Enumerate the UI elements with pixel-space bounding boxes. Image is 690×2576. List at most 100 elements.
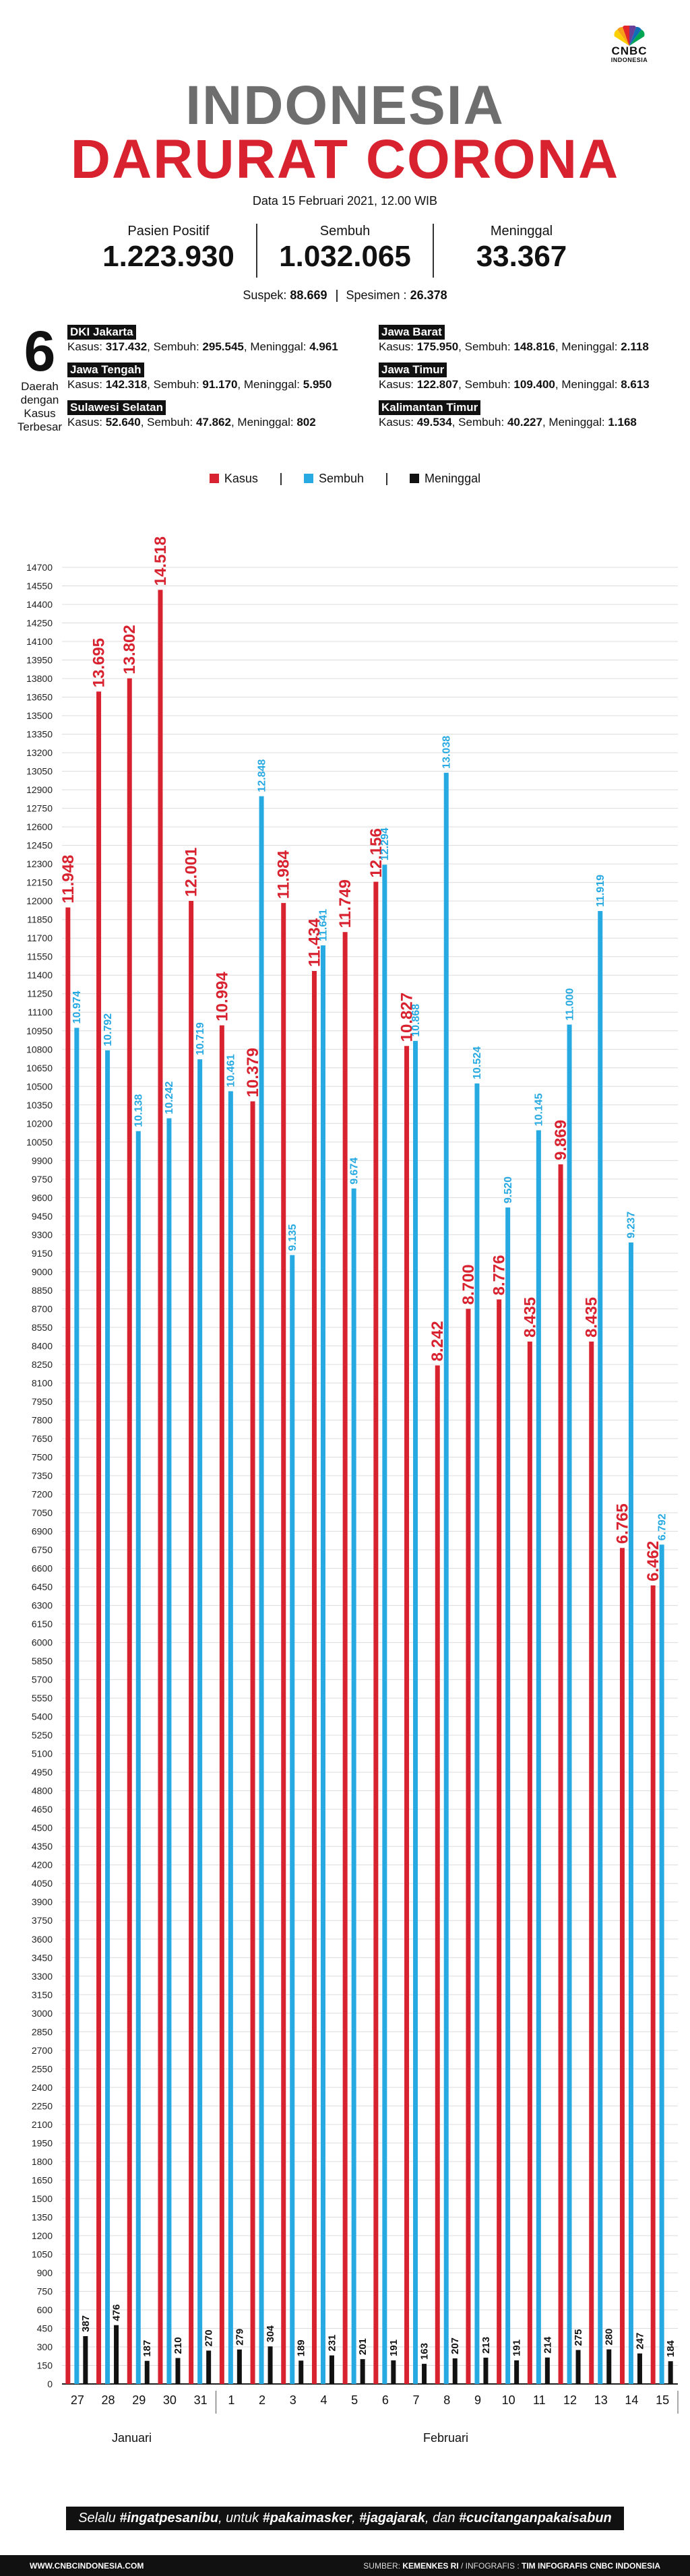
data-label-meninggal: 247 [634, 2333, 646, 2350]
bar-meninggal [299, 2360, 304, 2384]
bar-kasus [435, 1365, 440, 2384]
y-tick-label: 11850 [27, 914, 53, 925]
suspek-spesimen: Suspek: 88.669 Spesimen : 26.378 [0, 288, 690, 303]
data-label-kasus: 9.869 [552, 1120, 570, 1160]
tagline-hashtag-1: #ingatpesanibu [119, 2511, 219, 2525]
y-tick-label: 4500 [32, 1823, 53, 1833]
bar-kasus [219, 1025, 224, 2384]
data-label-meninggal: 387 [80, 2315, 92, 2332]
bar-kasus [127, 678, 132, 2385]
bar-kasus [96, 691, 102, 2384]
source-label: SUMBER: [363, 2561, 403, 2571]
divider [336, 290, 338, 303]
bar-kasus [65, 907, 71, 2384]
data-label-sembuh: 13.038 [441, 736, 453, 769]
bar-sembuh [197, 1059, 203, 2384]
website-link[interactable]: WWW.CNBCINDONESIA.COM [30, 2561, 144, 2571]
legend-kasus-swatch [209, 474, 219, 483]
y-tick-label: 10500 [26, 1081, 53, 1092]
y-tick-label: 1800 [32, 2156, 53, 2167]
y-tick-label: 150 [37, 2360, 53, 2370]
y-tick-label: 3900 [32, 1897, 53, 1908]
region-kasus-value: 49.534 [416, 416, 452, 429]
data-label-sembuh: 12.294 [379, 827, 391, 860]
region-kasus-value: 122.807 [416, 378, 459, 391]
bar-kasus [373, 881, 379, 2384]
bar-sembuh [382, 865, 387, 2384]
y-tick-label: 6450 [32, 1581, 53, 1592]
region-sembuh-value: 47.862 [195, 416, 231, 429]
data-label-meninggal: 279 [234, 2329, 245, 2346]
y-tick-label: 8700 [32, 1303, 53, 1314]
bar-kasus [189, 901, 194, 2384]
x-tick-label: 28 [102, 2393, 115, 2407]
y-tick-label: 5400 [32, 1711, 53, 1722]
y-tick-label: 7800 [32, 1414, 53, 1425]
date-label: Data 15 Februari 2021, 12.00 WIB [252, 194, 438, 208]
tagline-hashtag-2: #pakaimasker [262, 2511, 352, 2525]
stat-sembuh: Sembuh 1.032.065 [256, 224, 433, 278]
y-tick-label: 1950 [32, 2137, 53, 2148]
stat-sembuh-label: Sembuh [319, 224, 371, 239]
tagline-mid-2: , [352, 2511, 360, 2525]
region-meninggal-value: 802 [296, 416, 316, 429]
y-tick-label: 12300 [26, 858, 53, 869]
bar-meninggal [668, 2361, 673, 2384]
y-tick-label: 10050 [26, 1137, 53, 1148]
legend-kasus-label: Kasus [224, 472, 258, 485]
data-label-sembuh: 9.237 [626, 1212, 637, 1238]
bar-meninggal [452, 2358, 458, 2384]
bar-kasus [650, 1585, 656, 2384]
data-label-kasus: 11.948 [59, 855, 77, 904]
bar-sembuh [166, 1118, 172, 2384]
summary-stats: Pasien Positif 1.223.930 Sembuh 1.032.06… [81, 224, 609, 278]
y-tick-label: 2700 [32, 2045, 53, 2056]
stat-meninggal-label: Meninggal [490, 224, 553, 239]
y-tick-label: 2100 [32, 2119, 53, 2130]
data-label-meninggal: 207 [449, 2337, 461, 2354]
y-tick-label: 4200 [32, 1860, 53, 1871]
stat-sembuh-value: 1.032.065 [279, 240, 411, 273]
tagline-mid-3: , dan [425, 2511, 460, 2525]
bar-kasus [158, 590, 163, 2385]
region-sembuh-value: 91.170 [202, 378, 238, 391]
bar-sembuh [567, 1024, 572, 2384]
y-tick-label: 8850 [32, 1285, 53, 1296]
y-tick-label: 9750 [32, 1174, 53, 1185]
bar-kasus [311, 970, 317, 2385]
region-sembuh-label: Sembuh: [464, 378, 511, 391]
y-tick-label: 12900 [26, 784, 53, 795]
legend-sembuh: Sembuh [303, 472, 364, 486]
x-tick-label: 5 [351, 2393, 358, 2407]
region-kasus-value: 52.640 [105, 416, 141, 429]
y-tick-label: 4050 [32, 1878, 53, 1889]
bar-meninggal [83, 2336, 88, 2384]
legend-meninggal-label: Meninggal [425, 472, 481, 485]
bar-meninggal [360, 2359, 365, 2384]
region-item: Sulawesi Selatan Kasus: 52.640, Sembuh: 4… [67, 400, 316, 429]
bar-sembuh [351, 1188, 356, 2384]
legend-sembuh-label: Sembuh [318, 472, 364, 485]
y-tick-label: 12000 [26, 896, 53, 906]
y-tick-label: 3750 [32, 1915, 53, 1926]
data-label-kasus: 8.700 [460, 1264, 478, 1305]
x-tick-label: 2 [259, 2393, 265, 2407]
bar-sembuh [74, 1028, 80, 2384]
y-tick-label: 7950 [32, 1396, 53, 1407]
data-label-sembuh: 10.524 [472, 1046, 483, 1079]
bar-sembuh [598, 911, 603, 2385]
y-tick-label: 9150 [32, 1248, 53, 1259]
x-tick-label: 12 [563, 2393, 577, 2407]
bar-meninggal [637, 2353, 642, 2384]
data-label-kasus: 14.518 [152, 536, 170, 586]
data-label-meninggal: 184 [665, 2340, 677, 2358]
y-tick-label: 7650 [32, 1433, 53, 1444]
data-label-sembuh: 9.135 [287, 1224, 299, 1251]
suspek-label: Suspek: [243, 288, 287, 302]
region-item: Jawa Timur Kasus: 122.807, Sembuh: 109.40… [379, 363, 650, 391]
x-tick-label: 9 [474, 2393, 481, 2407]
region-item: Jawa Barat Kasus: 175.950, Sembuh: 148.81… [379, 325, 649, 353]
y-tick-label: 9300 [32, 1229, 53, 1240]
bar-kasus [250, 1101, 255, 2384]
y-tick-label: 4350 [32, 1841, 53, 1852]
